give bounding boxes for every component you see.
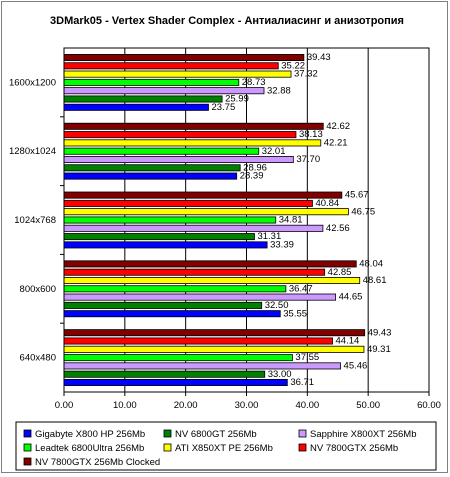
bar (63, 378, 288, 386)
x-tick-label: 30.00 (235, 400, 259, 411)
bar-value-label: 42.62 (326, 121, 350, 132)
legend-swatch (298, 429, 307, 438)
bar-value-label: 46.75 (351, 206, 375, 217)
bar-value-label: 45.67 (345, 190, 369, 201)
category-label: 1024x768 (14, 215, 56, 226)
bar (63, 147, 260, 155)
x-tick-label: 10.00 (113, 400, 137, 411)
legend-box (15, 421, 437, 471)
x-tick-label: 40.00 (295, 400, 319, 411)
bar-value-label: 45.46 (344, 361, 368, 372)
bar (63, 285, 287, 293)
bar-value-label: 32.01 (262, 146, 286, 157)
bar-value-label: 48.04 (359, 259, 383, 270)
legend-label: NV 7800GTX 256Mb Clocked (35, 457, 160, 468)
bar (63, 191, 343, 199)
bar (63, 54, 305, 62)
bar-value-label: 42.21 (324, 138, 348, 149)
bar (63, 95, 223, 103)
bar (63, 268, 326, 276)
x-tick-label: 20.00 (174, 400, 198, 411)
bar (63, 276, 361, 284)
bar-value-label: 36.47 (289, 283, 313, 294)
category-label: 800x600 (20, 284, 56, 295)
bar (63, 164, 241, 172)
bar (63, 337, 333, 345)
legend-swatch (23, 443, 32, 452)
bar (63, 131, 297, 139)
bar (63, 370, 266, 378)
plot-border (63, 47, 430, 393)
bar-value-label: 49.43 (368, 327, 392, 338)
chart-title: 3DMark05 - Vertex Shader Complex - Антиа… (50, 15, 404, 27)
bar-value-label: 48.61 (363, 275, 387, 286)
legend-swatch (298, 443, 307, 452)
bar (63, 78, 240, 86)
bar (63, 224, 324, 232)
bar-value-label: 34.81 (279, 215, 303, 226)
bar-value-label: 33.39 (270, 240, 294, 251)
bar (63, 172, 238, 180)
bar (63, 199, 313, 207)
bar-value-label: 23.75 (211, 102, 235, 113)
legend-label: Gigabyte X800 HP 256Mb (35, 429, 145, 440)
bar-value-label: 33.00 (268, 369, 292, 380)
bar (63, 62, 279, 70)
bar (63, 310, 281, 318)
bar (63, 362, 341, 370)
bar (63, 216, 277, 224)
bar-value-label: 32.88 (267, 85, 291, 96)
bar-value-label: 49.31 (367, 344, 391, 355)
bar-value-label: 39.43 (307, 52, 331, 63)
bar-value-label: 32.50 (265, 300, 289, 311)
bar (63, 329, 366, 337)
legend-label: ATI X850XT PE 256Mb (175, 443, 273, 454)
bar (63, 241, 268, 249)
bar (63, 233, 255, 241)
x-tick-label: 0.00 (55, 400, 74, 411)
bar-value-label: 35.55 (283, 308, 307, 319)
bar-value-label: 28.96 (243, 162, 267, 173)
bar (63, 301, 263, 309)
x-tick-label: 50.00 (356, 400, 380, 411)
category-label: 1280x1024 (9, 146, 56, 157)
legend-swatch (23, 457, 32, 466)
bar-value-label: 25.99 (225, 94, 249, 105)
bar-value-label: 44.14 (336, 336, 360, 347)
bar-value-label: 38.13 (299, 129, 323, 140)
bar-value-label: 35.22 (281, 60, 305, 71)
legend-swatch (163, 443, 172, 452)
x-tick-label: 60.00 (417, 400, 441, 411)
bar-value-label: 37.70 (296, 154, 320, 165)
bar-value-label: 37.55 (295, 352, 319, 363)
bar (63, 293, 337, 301)
category-label: 1600x1200 (9, 77, 56, 88)
legend-swatch (23, 429, 32, 438)
bar-value-label: 42.56 (326, 223, 350, 234)
legend-label: NV 6800GT 256Mb (175, 429, 257, 440)
legend-label: NV 7800GTX 256Mb (310, 443, 398, 454)
bar-value-label: 44.65 (339, 292, 363, 303)
category-label: 640x480 (20, 353, 56, 364)
bar (63, 103, 209, 111)
bar (63, 208, 349, 216)
bar-value-label: 36.71 (290, 377, 314, 388)
legend-swatch (163, 429, 172, 438)
bar-value-label: 42.85 (328, 267, 352, 278)
legend-label: Leadtek 6800Ultra 256Mb (35, 443, 144, 454)
bar-value-label: 31.31 (257, 231, 281, 242)
legend-label: Sapphire X800XT 256Mb (310, 429, 417, 440)
bar-value-label: 40.84 (315, 198, 339, 209)
bar (63, 260, 357, 268)
bar-value-label: 37.32 (294, 69, 318, 80)
bar-value-label: 28.39 (240, 171, 264, 182)
bar (63, 122, 324, 130)
bar (63, 354, 293, 362)
bar-value-label: 28.73 (242, 77, 266, 88)
